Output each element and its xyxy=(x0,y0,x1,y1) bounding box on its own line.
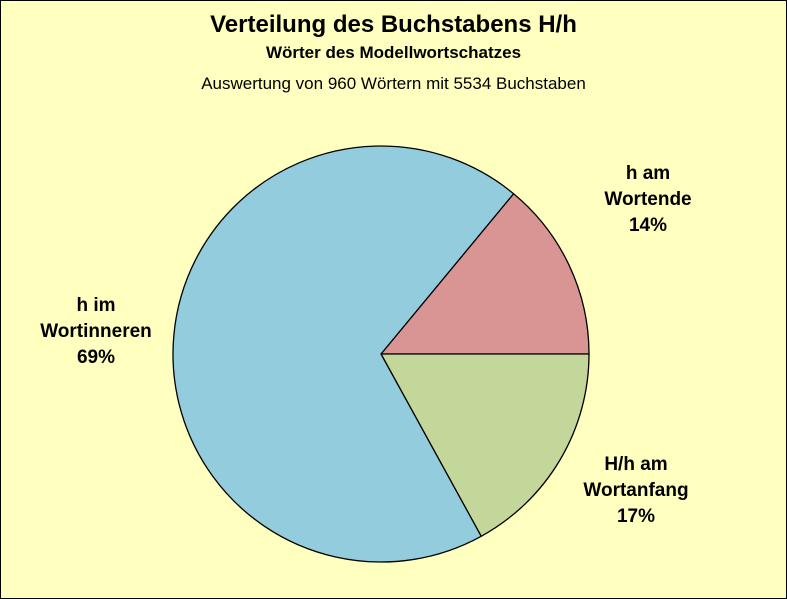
label-wortinneren-line1: h im xyxy=(76,295,116,316)
label-wortinneren-percent: 69% xyxy=(76,347,116,368)
pie-slice-wortende xyxy=(379,192,590,355)
label-wortinneren: h im Wortinneren 69% xyxy=(26,293,166,371)
label-wortanfang-percent: 17% xyxy=(616,506,656,527)
label-wortende: h am Wortende 14% xyxy=(583,161,713,239)
chart-title: Verteilung des Buchstabens H/h xyxy=(210,11,577,38)
label-wortende-line1: h am xyxy=(625,163,671,184)
pie-slice-wortanfang xyxy=(379,353,590,538)
label-wortende-line2: Wortende xyxy=(604,189,692,210)
chart-subtitle: Wörter des Modellwortschatzes xyxy=(265,43,522,62)
label-wortanfang-line2: Wortanfang xyxy=(583,480,689,501)
label-wortanfang-line1: H/h am xyxy=(604,454,668,475)
label-wortinneren-line2: Wortinneren xyxy=(40,321,152,342)
label-wortanfang: H/h am Wortanfang 17% xyxy=(571,452,701,530)
label-wortende-percent: 14% xyxy=(628,215,668,236)
chart-info-text: Auswertung von 960 Wörtern mit 5534 Buch… xyxy=(201,74,586,93)
pie-slice-wortinneren xyxy=(172,145,515,563)
